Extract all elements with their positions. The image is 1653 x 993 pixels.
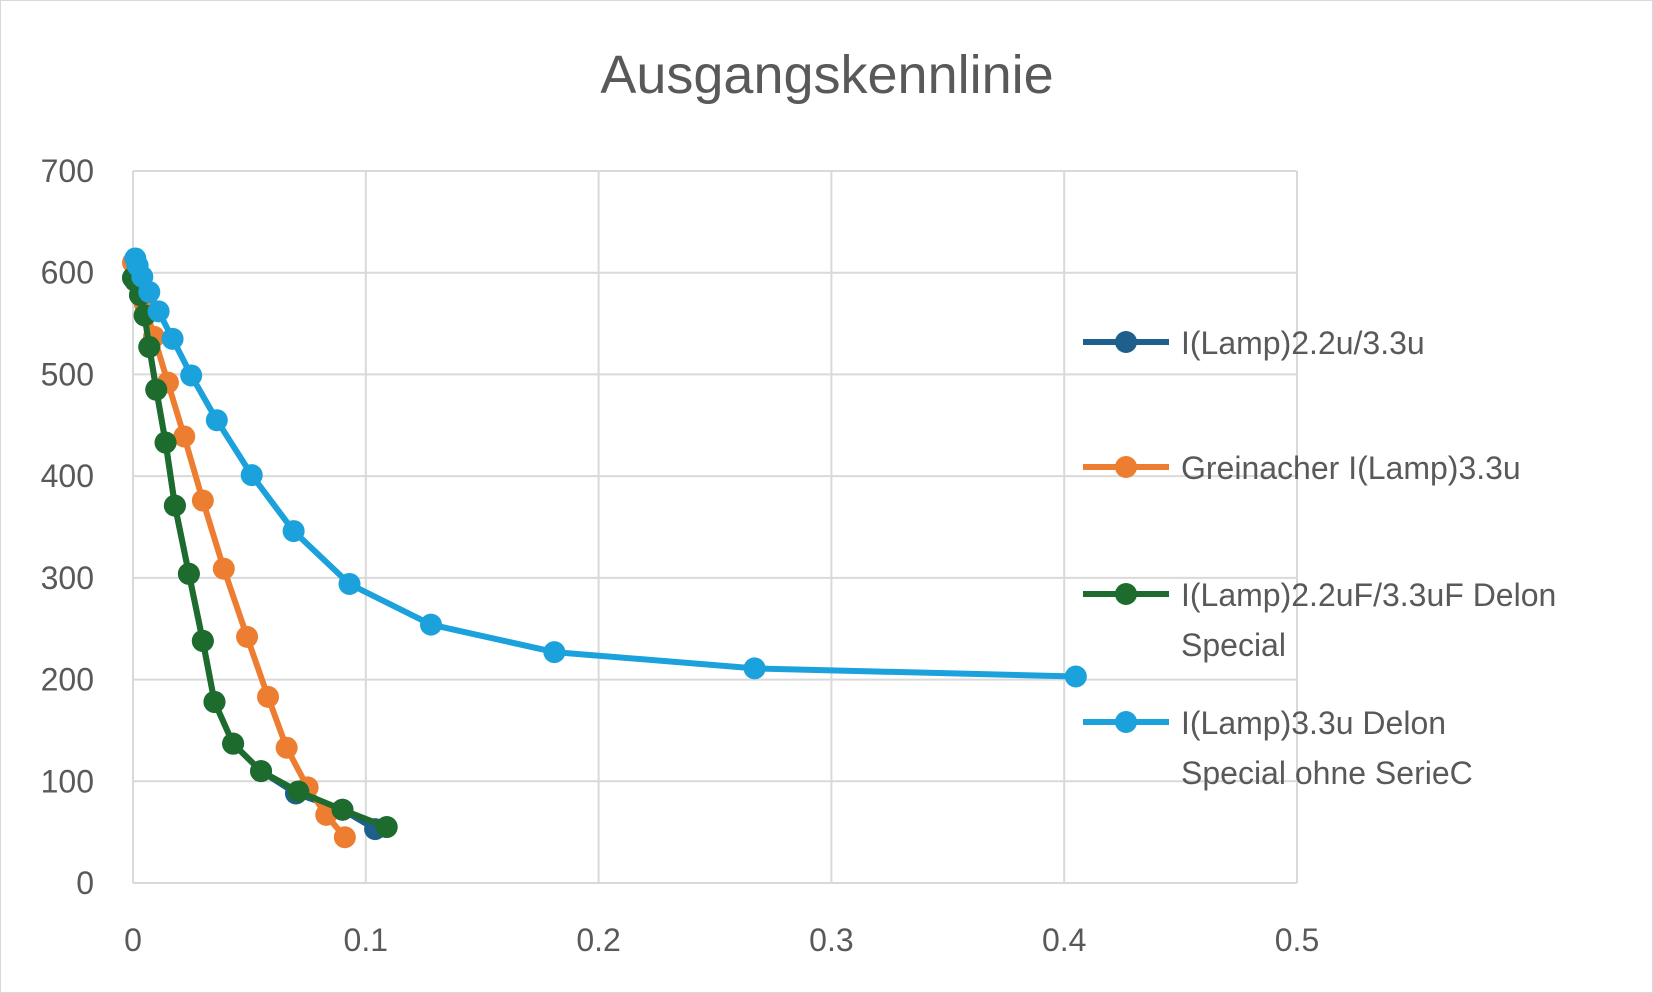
y-tick-label: 200 xyxy=(41,662,94,698)
legend-item-4: I(Lamp)3.3u Delon Special ohne SerieC xyxy=(1083,705,1473,791)
legend-label: I(Lamp)3.3u Delon Special ohne SerieC xyxy=(1181,705,1473,791)
data-point xyxy=(1064,665,1087,688)
data-point xyxy=(236,625,259,648)
y-tick-label: 100 xyxy=(41,763,94,799)
data-point xyxy=(203,690,226,713)
x-tick-label: 0.3 xyxy=(809,922,853,958)
legend-dot-marker xyxy=(1115,331,1137,353)
data-point xyxy=(147,300,170,323)
data-point xyxy=(145,378,168,401)
data-point xyxy=(180,364,203,387)
series-line xyxy=(130,274,390,831)
x-tick-label: 0.2 xyxy=(576,922,620,958)
data-point xyxy=(191,629,214,652)
data-point xyxy=(275,736,298,759)
series-4 xyxy=(124,247,1087,688)
data-point xyxy=(138,335,161,358)
legend-label: I(Lamp)2.2u/3.3u xyxy=(1181,325,1425,361)
series-line xyxy=(130,274,379,833)
data-point xyxy=(222,732,245,755)
data-point xyxy=(333,826,356,849)
y-tick-label: 0 xyxy=(76,865,94,901)
data-point xyxy=(163,494,186,517)
legend-label: I(Lamp)2.2uF/3.3uF Delon Special xyxy=(1181,577,1556,663)
data-point xyxy=(154,431,177,454)
data-point xyxy=(173,425,196,448)
data-point xyxy=(250,760,273,783)
y-tick-label: 400 xyxy=(41,458,94,494)
data-point xyxy=(177,562,200,585)
series-layer xyxy=(122,247,1087,849)
data-point xyxy=(743,657,766,680)
data-point xyxy=(257,685,280,708)
data-point xyxy=(205,409,228,432)
grid-layer xyxy=(132,170,1298,884)
legend-dot-marker xyxy=(1115,456,1137,478)
tick-layer: 0 0.1 0.2 0.3 0.4 0.5 0 100 200 300 400 500 600 700 xyxy=(41,153,1320,958)
legend-item-2: Greinacher I(Lamp)3.3u xyxy=(1083,450,1521,486)
y-tick-label: 300 xyxy=(41,560,94,596)
series-3 xyxy=(122,266,398,839)
y-tick-label: 700 xyxy=(41,153,94,189)
legend-label: Greinacher I(Lamp)3.3u xyxy=(1181,450,1521,486)
data-point xyxy=(338,572,361,595)
legend-dot-marker xyxy=(1115,711,1137,733)
data-point xyxy=(543,641,566,664)
data-point xyxy=(212,557,235,580)
x-tick-label: 0.1 xyxy=(344,922,388,958)
data-point xyxy=(287,780,310,803)
data-point xyxy=(191,489,214,512)
x-tick-label: 0 xyxy=(124,922,142,958)
data-point xyxy=(240,464,263,487)
data-point xyxy=(375,816,398,839)
data-point xyxy=(331,798,354,821)
series-line xyxy=(132,255,1079,680)
data-point xyxy=(282,520,305,543)
chart-title: Ausgangskennlinie xyxy=(600,45,1053,105)
legend-item-1: I(Lamp)2.2u/3.3u xyxy=(1083,325,1425,361)
data-point xyxy=(161,327,184,350)
x-tick-label: 0.5 xyxy=(1275,922,1319,958)
x-tick-label: 0.4 xyxy=(1042,922,1086,958)
data-point xyxy=(138,281,161,304)
y-tick-label: 600 xyxy=(41,255,94,291)
legend: I(Lamp)2.2u/3.3u Greinacher I(Lamp)3.3u I(… xyxy=(1083,325,1556,791)
legend-dot-marker xyxy=(1115,583,1137,605)
y-tick-label: 500 xyxy=(41,356,94,392)
legend-item-3: I(Lamp)2.2uF/3.3uF Delon Special xyxy=(1083,577,1556,663)
data-point xyxy=(419,613,442,636)
